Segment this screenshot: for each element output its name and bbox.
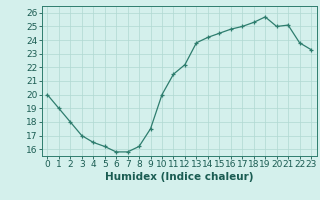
X-axis label: Humidex (Indice chaleur): Humidex (Indice chaleur)	[105, 172, 253, 182]
